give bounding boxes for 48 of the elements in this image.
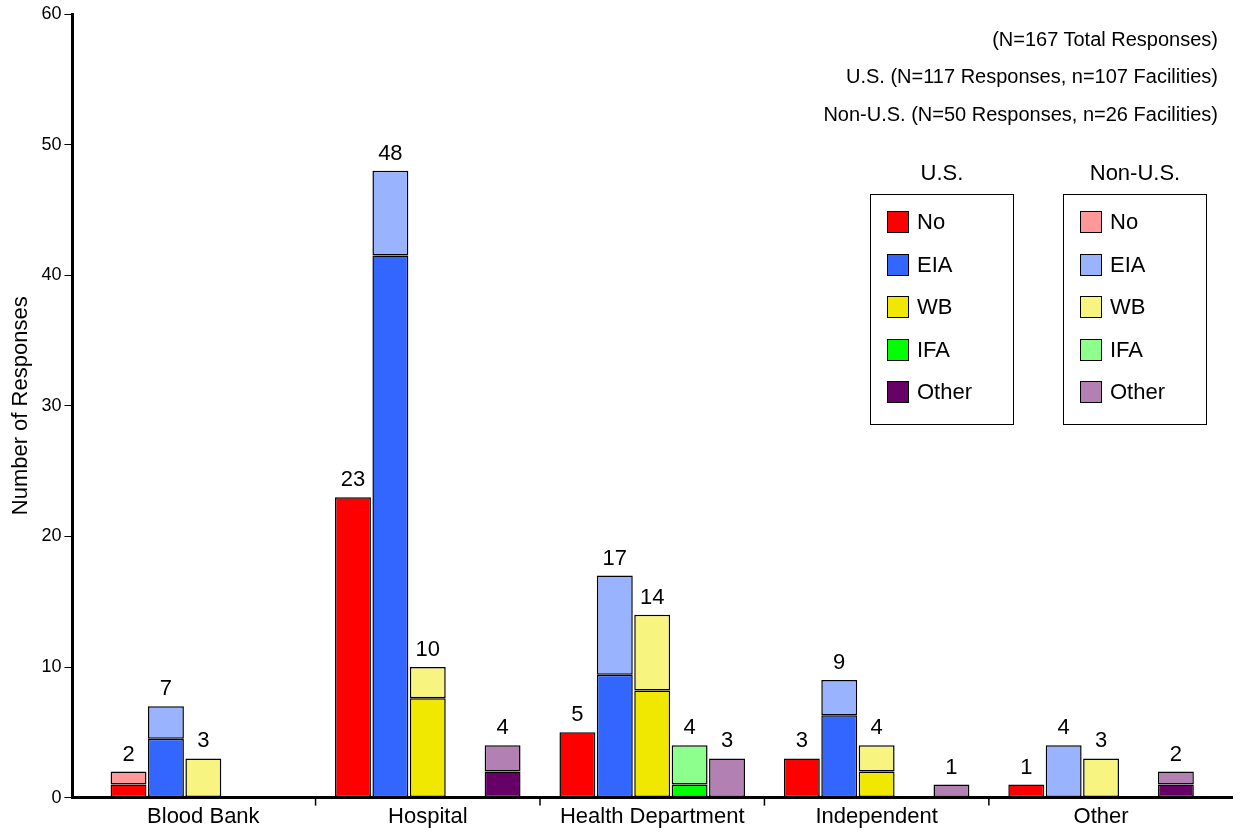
total-label: 4: [496, 714, 509, 740]
x-tick-label: Other: [1073, 802, 1129, 828]
legend-label: EIA: [917, 251, 953, 278]
x-tick-label: Independent: [815, 802, 938, 828]
total-label: 3: [720, 727, 734, 753]
total-label: 23: [340, 466, 366, 492]
total-label: 48: [378, 139, 403, 165]
x-tick-label: Blood Bank: [147, 802, 261, 828]
legend-label: IFA: [917, 336, 951, 363]
y-tick-label: 50: [41, 133, 62, 154]
total-label: 9: [833, 649, 846, 675]
x-tick-label: Health Department: [559, 802, 745, 828]
y-axis-title: Number of Responses: [7, 296, 33, 516]
y-tick-label: 0: [51, 786, 62, 807]
y-tick-label: 10: [41, 655, 62, 676]
legend-label: WB: [1110, 294, 1146, 320]
total-label: 7: [159, 675, 173, 701]
y-tick-label: 30: [41, 394, 62, 415]
text: Non-U.S.: [1089, 160, 1181, 185]
y-tick-label: 60: [41, 2, 62, 23]
legend-label: WB: [917, 294, 953, 320]
y-tick-label: 20: [41, 525, 62, 546]
total-label: 3: [1094, 727, 1108, 753]
total-label: 17: [602, 544, 628, 570]
annotation: (N=167 Total Responses): [992, 27, 1218, 50]
total-label: 3: [795, 727, 808, 753]
total-label: 5: [571, 701, 584, 727]
total-label: 2: [122, 740, 135, 766]
legend-label: No: [1110, 209, 1139, 235]
total-label: 4: [683, 714, 696, 740]
total-label: 14: [639, 583, 665, 609]
total-label: 4: [870, 714, 883, 740]
legend-label: No: [917, 209, 946, 235]
total-label: 1: [945, 753, 958, 779]
total-label: 4: [1057, 714, 1070, 740]
total-label: 10: [415, 636, 441, 662]
total-label: 1: [1020, 753, 1033, 779]
total-label: 2: [1169, 740, 1183, 766]
x-tick-label: Hospital: [388, 802, 468, 828]
annotation: U.S. (N=117 Responses, n=107 Facilities): [845, 65, 1218, 88]
y-tick-label: 40: [41, 264, 62, 285]
legend-label: Other: [1110, 379, 1166, 405]
text: U.S.: [920, 160, 964, 185]
legend-label: EIA: [1110, 251, 1146, 278]
legend-label: Other: [917, 379, 973, 405]
total-label: 3: [197, 727, 210, 753]
annotation: Non-U.S. (N=50 Responses, n=26 Facilities): [823, 102, 1218, 125]
legend-label: IFA: [1110, 336, 1144, 363]
